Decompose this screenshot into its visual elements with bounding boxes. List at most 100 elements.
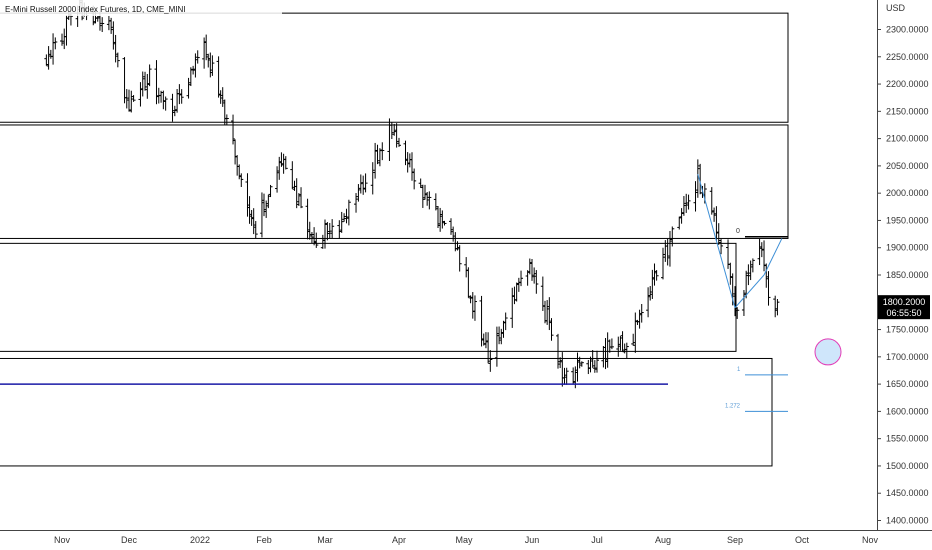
ohlc-bar bbox=[427, 191, 432, 210]
drawing-boxes bbox=[0, 12, 789, 467]
ohlc-bar bbox=[62, 28, 67, 50]
ohlc-bar bbox=[405, 152, 410, 173]
ohlc-bar bbox=[312, 227, 317, 246]
ohlc-bar bbox=[748, 260, 753, 281]
ohlc-bar bbox=[464, 257, 469, 278]
ohlc-bar bbox=[208, 52, 213, 78]
ohlc-bar bbox=[433, 193, 438, 211]
ohlc-bar bbox=[143, 71, 148, 91]
ohlc-bar bbox=[407, 153, 412, 168]
ohlc-bar bbox=[100, 17, 105, 33]
ohlc-bar bbox=[309, 232, 314, 244]
ohlc-bar bbox=[224, 114, 229, 125]
ohlc-bar bbox=[339, 211, 344, 233]
ohlc-bar bbox=[719, 239, 724, 255]
ohlc-bar bbox=[122, 57, 127, 104]
ohlc-bar bbox=[346, 199, 351, 226]
ohlc-bar bbox=[138, 82, 143, 107]
ohlc-bar bbox=[579, 361, 584, 367]
fib-label-zero: 0 bbox=[736, 228, 740, 235]
ohlc-bar bbox=[129, 90, 134, 113]
price-tick-label: 1450.0000 bbox=[886, 488, 929, 498]
chart-title: E-Mini Russell 2000 Index Futures, 1D, C… bbox=[5, 5, 186, 14]
fib-swing-leg bbox=[734, 274, 765, 309]
ohlc-bar bbox=[145, 73, 150, 99]
ohlc-bar bbox=[218, 90, 223, 104]
ohlc-bar bbox=[586, 359, 591, 375]
ohlc-bar bbox=[631, 333, 636, 346]
ohlc-bar bbox=[616, 336, 621, 357]
ohlc-bar bbox=[410, 152, 414, 181]
time-scale[interactable]: Nov Dec 2022 Feb Mar Apr May Jun Jul Aug… bbox=[0, 530, 932, 550]
ohlc-bar bbox=[163, 96, 168, 111]
ohlc-bar bbox=[514, 282, 519, 302]
ohlc-bar bbox=[392, 123, 397, 136]
fib-swing-leg bbox=[697, 173, 736, 308]
ohlc-bar bbox=[330, 219, 335, 239]
ohlc-bar bbox=[161, 90, 166, 110]
ohlc-bar bbox=[239, 173, 244, 188]
ohlc-bar bbox=[397, 137, 401, 147]
ohlc-bar bbox=[759, 242, 764, 258]
ohlc-bar bbox=[358, 174, 363, 194]
ohlc-bar bbox=[457, 245, 462, 272]
ohlc-bar bbox=[709, 187, 714, 215]
price-tick-label: 2300.0000 bbox=[886, 25, 929, 35]
ohlc-bar bbox=[394, 123, 399, 148]
ohlc-bar bbox=[412, 168, 417, 190]
price-tick-label: 2050.0000 bbox=[886, 161, 929, 171]
ohlc-bar bbox=[373, 142, 378, 179]
fib-label-one: 1 bbox=[737, 367, 741, 373]
ohlc-bar bbox=[191, 65, 196, 75]
time-label-nov-2022: Nov bbox=[862, 535, 879, 545]
ohlc-bar bbox=[543, 300, 547, 324]
ohlc-bar bbox=[451, 226, 456, 242]
ohlc-bar bbox=[294, 178, 299, 209]
ohlc-bar bbox=[527, 258, 532, 275]
time-label-may: May bbox=[455, 535, 473, 545]
ohlc-bar bbox=[363, 173, 368, 193]
time-label-aug: Aug bbox=[655, 535, 671, 545]
price-tick-label: 2100.0000 bbox=[886, 134, 929, 144]
price-scale[interactable]: USD 2300.0000 2250.0000 2200.0000 2150.0000… bbox=[877, 0, 932, 530]
ohlc-bar bbox=[646, 287, 651, 318]
ohlc-bar bbox=[268, 184, 273, 198]
time-label-oct: Oct bbox=[795, 535, 810, 545]
ohlc-bar bbox=[222, 99, 227, 125]
zone-box bbox=[0, 357, 773, 467]
ohlc-bar bbox=[746, 264, 751, 286]
ohlc-bar bbox=[323, 219, 327, 249]
ohlc-bar bbox=[170, 93, 175, 122]
ohlc-bar bbox=[175, 89, 180, 113]
ohlc-bar bbox=[442, 220, 447, 226]
time-label-dec: Dec bbox=[121, 535, 138, 545]
ohlc-bar bbox=[575, 352, 580, 382]
bar-countdown: 06:55:50 bbox=[886, 308, 921, 318]
ohlc-bar bbox=[775, 299, 780, 316]
time-label-nov: Nov bbox=[54, 535, 71, 545]
ohlc-bar bbox=[519, 270, 524, 287]
ohlc-bar bbox=[53, 37, 58, 50]
time-label-jun: Jun bbox=[525, 535, 540, 545]
ohlc-bar bbox=[262, 193, 266, 217]
currency-label: USD bbox=[886, 3, 906, 13]
ohlc-bar bbox=[661, 247, 665, 280]
ohlc-bar bbox=[667, 230, 672, 267]
zone-box bbox=[0, 12, 789, 123]
time-label-2022: 2022 bbox=[190, 535, 210, 545]
ohlc-bar bbox=[449, 218, 453, 235]
ohlc-bar bbox=[681, 196, 686, 216]
ohlc-bar bbox=[111, 21, 116, 50]
ohlc-bar bbox=[231, 114, 236, 145]
ohlc-bar bbox=[140, 71, 145, 97]
ohlc-bar bbox=[361, 175, 366, 195]
ohlc-bar bbox=[342, 213, 347, 222]
ohlc-bar bbox=[481, 333, 486, 346]
ohlc-bar bbox=[560, 352, 565, 387]
drawing-tools: 0 1 1.272 bbox=[0, 173, 842, 412]
ohlc-bar bbox=[95, 15, 100, 22]
time-label-apr: Apr bbox=[392, 535, 406, 545]
price-tick-label: 1700.0000 bbox=[886, 352, 929, 362]
ohlc-bar bbox=[595, 350, 599, 373]
